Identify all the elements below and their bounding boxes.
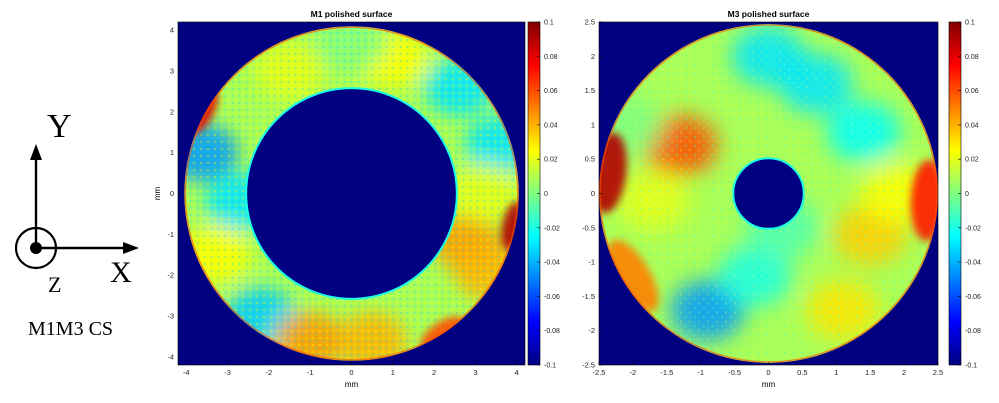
y-tick-label: -1	[167, 230, 174, 239]
coordinate-system-caption: M1M3 CS	[28, 318, 113, 340]
colorbar-tick-label: 0.08	[965, 54, 979, 61]
colorbar-tick-label: 0.1	[544, 20, 554, 27]
y-tick-label: -2	[167, 271, 174, 280]
plot-title: M1 polished surface	[311, 9, 393, 19]
x-tick-label: -1	[697, 368, 704, 377]
x-axis-arrowhead	[123, 242, 139, 254]
x-tick-label: 0	[349, 368, 353, 377]
central-aperture-hole	[732, 157, 805, 230]
y-tick-label: -2	[588, 326, 595, 335]
y-tick-label: 3	[170, 67, 174, 76]
x-axis-label: X	[110, 256, 132, 289]
colorbar-tick-label: 0.04	[544, 122, 558, 129]
x-tick-label: -1.5	[660, 368, 673, 377]
edge-effect	[607, 239, 659, 312]
x-tick-label: 2	[432, 368, 436, 377]
y-tick-label: -4	[167, 352, 174, 361]
colorbar-tick-label: -0.04	[544, 260, 560, 267]
x-tick-label: 3	[473, 368, 477, 377]
colorbar-tick-label: -0.08	[965, 328, 981, 335]
y-tick-label: 2	[591, 52, 595, 61]
x-tick-label: 2.5	[933, 368, 943, 377]
y-tick-label: -0.5	[582, 223, 595, 232]
colorbar-tick-label: 0.02	[544, 157, 558, 164]
colorbar-tick-label: 0.1	[965, 20, 975, 27]
colorbar-tick-label: 0.06	[544, 88, 558, 95]
colorbar-tick-label: 0.08	[544, 54, 558, 61]
y-tick-label: 1	[170, 148, 174, 157]
x-tick-label: -3	[224, 368, 231, 377]
axes: -2.5 -2 -1.5 -1 -0.5 0 0.5 1 1.5 2 2.5 -2.5 -2 -1.5 -1…	[582, 18, 943, 378]
m1-surface-plot: -4 -3 -2 -1 0 1 2 3 4 -4 -3 -2 -1 0 1 2 3 4 M1 polished s…	[153, 9, 560, 389]
colorbar-tick-label: -0.06	[965, 294, 981, 301]
x-tick-label: -2	[630, 368, 637, 377]
aperture-rim	[184, 26, 519, 361]
z-axis-dot	[30, 242, 42, 254]
y-tick-label: 1.5	[585, 86, 595, 95]
y-tick-label: 0	[170, 189, 174, 198]
colorbar-tick-label: -0.02	[965, 225, 981, 232]
colorbar-tick-label: 0.06	[965, 88, 979, 95]
colorbar-tick-label: 0	[544, 191, 548, 198]
x-tick-label: 0	[766, 368, 770, 377]
colorbar-tick-label: 0.02	[965, 157, 979, 164]
colorbar: -0.1 -0.08 -0.06 -0.04 -0.02 0 0.02 0.04 0.06 0.0…	[948, 20, 981, 370]
y-tick-label: 4	[170, 26, 174, 35]
x-tick-label: 1.5	[865, 368, 875, 377]
colorbar-tick-label: 0.04	[965, 122, 979, 129]
colorbar-tick-label: -0.08	[544, 328, 560, 335]
x-tick-label: -1	[307, 368, 314, 377]
y-tick-label: -2.5	[582, 361, 595, 370]
y-tick-label: -1	[588, 258, 595, 267]
x-tick-label: -4	[183, 368, 190, 377]
surface-map	[599, 24, 938, 363]
colorbar-tick-label: 0	[965, 191, 969, 198]
y-axis-arrowhead	[30, 144, 42, 160]
x-tick-label: -0.5	[728, 368, 741, 377]
plot-title: M3 polished surface	[728, 9, 810, 19]
m3-surface-plot: -2.5 -2 -1.5 -1 -0.5 0 0.5 1 1.5 2 2.5 -2.5 -2 -1.5 -1…	[582, 9, 981, 389]
z-axis-label: Z	[48, 272, 61, 297]
central-aperture-hole	[245, 87, 458, 300]
colorbar-tick-label: -0.1	[544, 363, 556, 370]
y-tick-label: -1.5	[582, 292, 595, 301]
colorbar-tick-label: -0.04	[965, 260, 981, 267]
x-tick-label: 4	[515, 368, 519, 377]
y-tick-label: 0.5	[585, 155, 595, 164]
x-tick-label: 1	[391, 368, 395, 377]
x-tick-label: -2.5	[593, 368, 606, 377]
x-tick-label: 0.5	[797, 368, 807, 377]
x-tick-label: 2	[902, 368, 906, 377]
y-tick-label: 1	[591, 120, 595, 129]
y-tick-label: 2.5	[585, 18, 595, 27]
y-tick-label: 2	[170, 107, 174, 116]
y-tick-label: -3	[167, 312, 174, 321]
colorbar: -0.1 -0.08 -0.06 -0.04 -0.02 0 0.02 0.04 0.06 0.0…	[527, 20, 560, 370]
x-axis-title: mm	[345, 380, 359, 389]
axes: -4 -3 -2 -1 0 1 2 3 4 -4 -3 -2 -1 0 1 2 3 4	[167, 21, 526, 377]
y-axis-label: Y	[47, 108, 72, 145]
colorbar-tick-label: -0.02	[544, 225, 560, 232]
colorbar-tick-label: -0.1	[965, 363, 977, 370]
x-axis-title: mm	[762, 380, 776, 389]
colorbar-tick-label: -0.06	[544, 294, 560, 301]
x-tick-label: 1	[834, 368, 838, 377]
x-tick-label: -2	[266, 368, 273, 377]
coordinate-system-diagram: Y X Z M1M3 CS	[14, 108, 139, 340]
z-axis-circle	[14, 226, 58, 270]
y-axis-title: mm	[153, 187, 162, 201]
y-tick-label: 0	[591, 189, 595, 198]
